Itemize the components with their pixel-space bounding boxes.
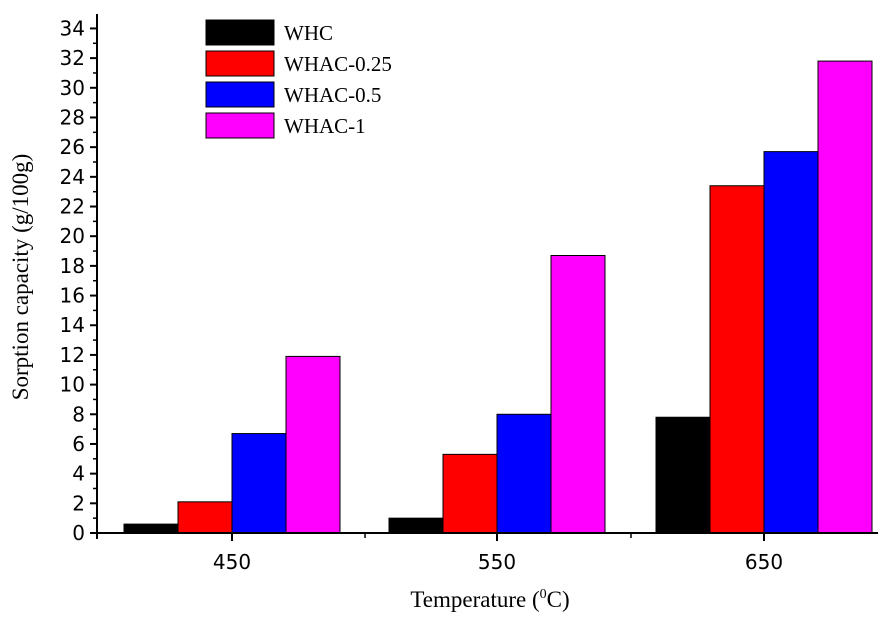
bars-layer <box>123 60 873 534</box>
y-tick-label-22: 22 <box>60 195 85 219</box>
bar-whc-650 <box>655 416 711 534</box>
legend-swatch-whac-0-5 <box>205 81 275 108</box>
bar-whac-0-5-550 <box>496 413 552 534</box>
legend-swatch-whac-1 <box>205 112 275 139</box>
y-tick-label-4: 4 <box>72 462 85 486</box>
y-tick-label-18: 18 <box>60 254 85 278</box>
y-tick-label-0: 0 <box>72 521 85 545</box>
x-tick-label-450: 450 <box>213 550 251 574</box>
bar-whac-0-25-450 <box>177 501 233 534</box>
x-axis-title-unit: C) <box>547 587 570 612</box>
legend-label-whac-0-25: WHAC-0.25 <box>284 52 392 76</box>
bar-whac-0-5-650 <box>763 151 819 534</box>
x-tick-label-550: 550 <box>478 550 516 574</box>
y-tick-label-28: 28 <box>60 105 85 129</box>
y-tick-label-34: 34 <box>60 16 85 40</box>
y-tick-label-24: 24 <box>60 165 85 189</box>
y-axis-title: Sorption capacity (g/100g) <box>8 154 33 401</box>
bar-whac-1-550 <box>550 254 606 534</box>
y-tick-label-10: 10 <box>60 373 85 397</box>
legend-swatch-whac-0-25 <box>205 50 275 77</box>
bar-whac-1-650 <box>817 60 873 534</box>
x-axis-title-main: Temperature ( <box>410 587 539 612</box>
x-axis-title: Temperature (0C) <box>410 587 569 612</box>
legend: WHC WHAC-0.25 WHAC-0.5 WHAC-1 <box>205 19 392 139</box>
y-tick-label-14: 14 <box>60 313 85 337</box>
bar-whc-550 <box>388 517 444 534</box>
bar-whac-0-25-650 <box>709 185 765 534</box>
legend-swatch-whc <box>205 19 275 46</box>
y-tick-label-12: 12 <box>60 343 85 367</box>
x-axis-title-superscript: 0 <box>540 587 547 602</box>
x-tick-label-650: 650 <box>745 550 783 574</box>
y-tick-label-20: 20 <box>60 224 85 248</box>
bar-whac-0-5-450 <box>231 433 287 534</box>
bar-whac-1-450 <box>285 355 341 534</box>
y-tick-label-26: 26 <box>60 135 85 159</box>
y-tick-label-2: 2 <box>72 491 85 515</box>
legend-label-whc: WHC <box>284 21 333 45</box>
y-tick-label-6: 6 <box>72 432 85 456</box>
y-tick-label-30: 30 <box>60 76 85 100</box>
legend-label-whac-0-5: WHAC-0.5 <box>284 83 381 107</box>
legend-label-whac-1: WHAC-1 <box>284 114 366 138</box>
y-tick-label-8: 8 <box>72 402 85 426</box>
y-tick-label-16: 16 <box>60 284 85 308</box>
bar-whc-450 <box>123 523 179 534</box>
bar-whac-0-25-550 <box>442 453 498 534</box>
y-tick-label-32: 32 <box>60 46 85 70</box>
